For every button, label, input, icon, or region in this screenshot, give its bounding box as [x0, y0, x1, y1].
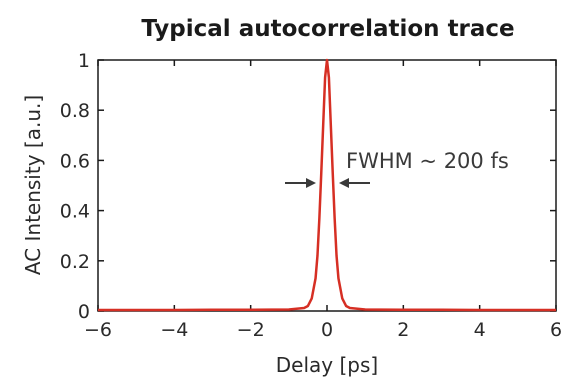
x-tick-label: 0 [321, 319, 333, 341]
x-tick-label: −2 [237, 319, 265, 341]
axis-ticks [97, 59, 557, 312]
y-tick-label: 0.6 [60, 150, 90, 172]
x-tick-label: 6 [550, 319, 562, 341]
fwhm-arrow-left [285, 178, 316, 188]
y-tick-label: 0.8 [60, 100, 90, 122]
fwhm-arrow-right [339, 178, 370, 188]
x-axis-label: Delay [ps] [276, 353, 378, 377]
chart-title: Typical autocorrelation trace [141, 16, 514, 42]
y-tick-label: 0.2 [60, 251, 90, 273]
series-line [98, 58, 556, 312]
x-tick-label: −6 [84, 319, 112, 341]
fwhm-annotation: FWHM ~ 200 fs [346, 149, 509, 173]
x-tick-label: 2 [397, 319, 409, 341]
y-axis-label: AC Intensity [a.u.] [21, 95, 45, 275]
y-tick-label: 1 [78, 50, 90, 72]
x-tick-label: −4 [160, 319, 188, 341]
tick-labels: −6 −4 −2 0 2 4 6 0 0.2 0.4 0.6 0.8 1 [60, 50, 562, 341]
plot-frame [97, 59, 557, 312]
y-tick-label: 0.4 [60, 201, 90, 223]
y-tick-label: 0 [78, 301, 90, 323]
x-tick-label: 4 [474, 319, 486, 341]
